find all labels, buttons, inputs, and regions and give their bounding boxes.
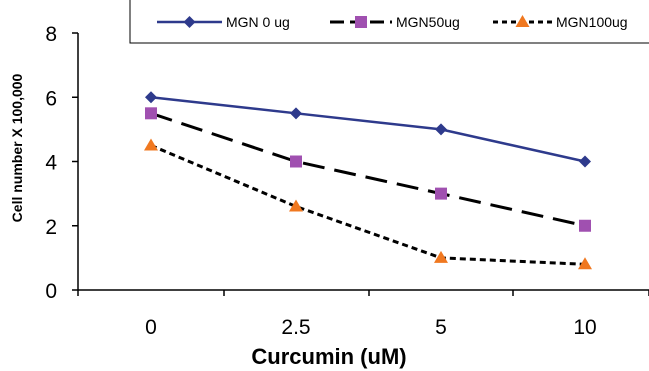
data-point: [290, 107, 302, 120]
legend-swatch-marker: [515, 15, 530, 27]
y-tick-label: 0: [45, 280, 57, 303]
series-line: [150, 111, 586, 228]
legend-box: [129, 0, 649, 44]
series-3: [144, 138, 592, 270]
data-point: [145, 107, 157, 120]
data-point: [145, 91, 157, 104]
y-axis-title: Cell number X 100,000: [9, 73, 25, 222]
legend-item-1: MGN 0 ug: [157, 14, 290, 30]
series-line: [150, 144, 586, 266]
x-tick-label: 5: [435, 316, 447, 339]
x-tick-label: 0: [145, 316, 157, 339]
legend-item-2: MGN50ug: [330, 14, 460, 30]
y-tick-label: 4: [45, 152, 57, 175]
data-point: [434, 250, 448, 263]
y-tick-label: 6: [45, 87, 57, 110]
axes: 0 2 4 6 8 0 2.5 5 10: [45, 23, 649, 339]
legend-label: MGN 0 ug: [226, 14, 290, 30]
x-tick-label: 10: [573, 316, 596, 339]
data-point: [435, 123, 447, 136]
series-line: [150, 96, 586, 163]
x-tick-label: 2.5: [281, 316, 310, 339]
data-point: [289, 199, 303, 212]
legend-item-3: MGN100ug: [493, 14, 628, 30]
data-point: [144, 138, 158, 151]
x-axis-title: Curcumin (uM): [251, 344, 406, 369]
y-tick-label: 8: [45, 23, 57, 46]
legend-swatch-marker: [355, 16, 367, 28]
y-tick-label: 2: [45, 216, 57, 239]
legend-label: MGN50ug: [396, 14, 460, 30]
series-layer: [144, 91, 592, 270]
series-2: [145, 107, 591, 232]
data-point: [578, 257, 592, 270]
series-1: [145, 91, 591, 168]
legend: MGN 0 ug MGN50ug MGN100ug: [129, 0, 649, 44]
legend-swatch-marker: [183, 16, 196, 28]
legend-label: MGN100ug: [556, 14, 628, 30]
data-point: [435, 187, 447, 200]
data-point: [579, 155, 591, 168]
data-point: [579, 219, 591, 232]
data-point: [290, 155, 302, 168]
